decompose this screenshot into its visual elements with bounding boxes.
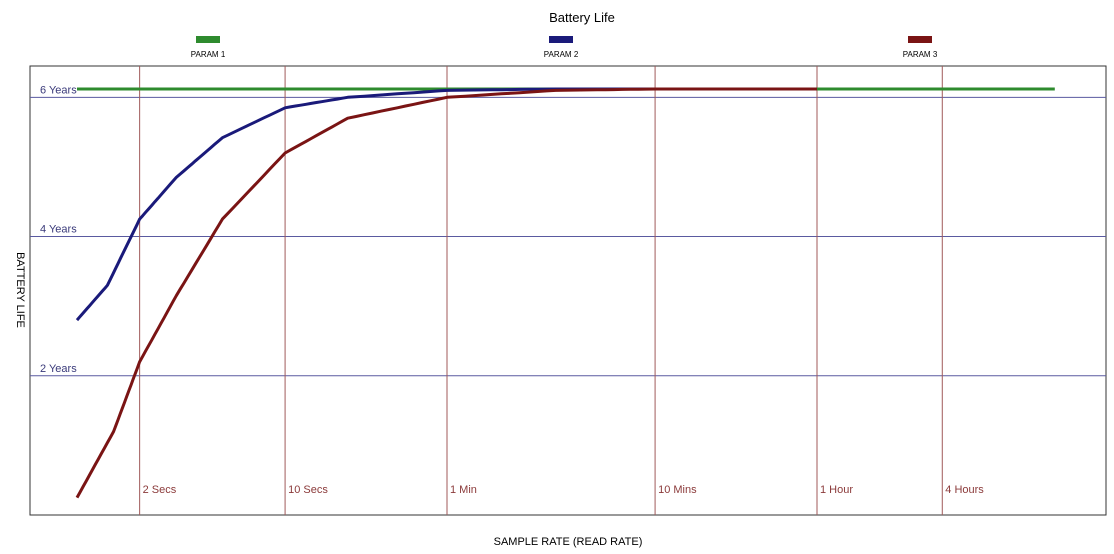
series-lines	[75, 87, 1055, 499]
legend-label: PARAM 2	[544, 50, 579, 59]
legend-swatch	[196, 36, 220, 43]
x-tick-label: 10 Mins	[658, 484, 697, 496]
x-tick-label: 1 Min	[450, 484, 477, 496]
y-tick-label: 4 Years	[40, 224, 77, 236]
chart-title: Battery Life	[549, 10, 615, 25]
y-tick-label: 2 Years	[40, 363, 77, 375]
legend-swatch	[908, 36, 932, 43]
y-tick-label: 6 Years	[40, 84, 77, 96]
x-axis-label: SAMPLE RATE (READ RATE)	[494, 536, 643, 548]
grid-lines	[30, 66, 1106, 515]
x-tick-label: 4 Hours	[945, 484, 984, 496]
y-axis-label: BATTERY LIFE	[14, 252, 26, 328]
plot-area	[29, 65, 1107, 516]
x-tick-label: 10 Secs	[288, 484, 328, 496]
chart-legend: PARAM 1 PARAM 2 PARAM 3	[191, 36, 938, 59]
x-tick-label: 2 Secs	[143, 484, 177, 496]
legend-label: PARAM 3	[903, 50, 938, 59]
series-line-3	[75, 87, 817, 499]
legend-swatch	[549, 36, 573, 43]
legend-label: PARAM 1	[191, 50, 226, 59]
x-tick-label: 1 Hour	[820, 484, 853, 496]
tick-labels: 2 Years 4 Years 6 Years 2 Secs 10 Secs 1 Min 1…	[40, 84, 984, 496]
